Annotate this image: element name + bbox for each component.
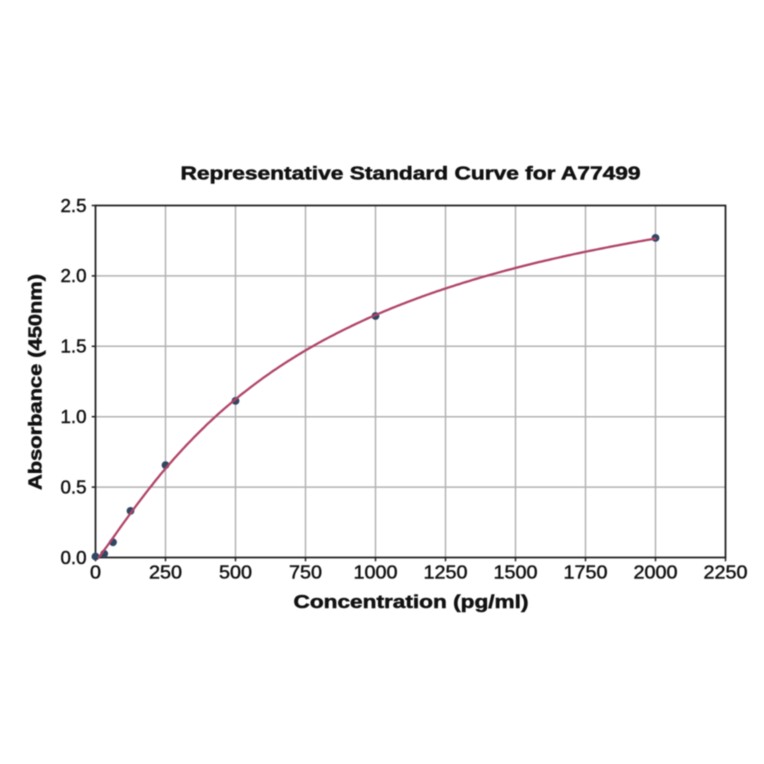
svg-text:2000: 2000 xyxy=(634,562,678,583)
svg-text:2.0: 2.0 xyxy=(61,265,87,286)
svg-text:750: 750 xyxy=(289,562,322,583)
svg-text:0.0: 0.0 xyxy=(61,547,87,568)
svg-text:Representative Standard Curve: Representative Standard Curve for A77499 xyxy=(181,163,641,183)
svg-text:1.5: 1.5 xyxy=(61,336,87,357)
svg-text:250: 250 xyxy=(149,562,182,583)
svg-text:0.5: 0.5 xyxy=(61,476,87,497)
svg-text:Concentration (pg/ml): Concentration (pg/ml) xyxy=(294,592,529,612)
svg-text:500: 500 xyxy=(219,562,252,583)
svg-text:2.5: 2.5 xyxy=(61,195,87,216)
svg-text:1500: 1500 xyxy=(494,562,538,583)
svg-text:0: 0 xyxy=(90,562,101,583)
svg-text:Absorbance (450nm): Absorbance (450nm) xyxy=(25,274,45,490)
svg-text:1000: 1000 xyxy=(354,562,398,583)
svg-text:1.0: 1.0 xyxy=(61,406,87,427)
svg-text:1750: 1750 xyxy=(564,562,608,583)
svg-text:2250: 2250 xyxy=(704,562,748,583)
svg-text:1250: 1250 xyxy=(424,562,468,583)
